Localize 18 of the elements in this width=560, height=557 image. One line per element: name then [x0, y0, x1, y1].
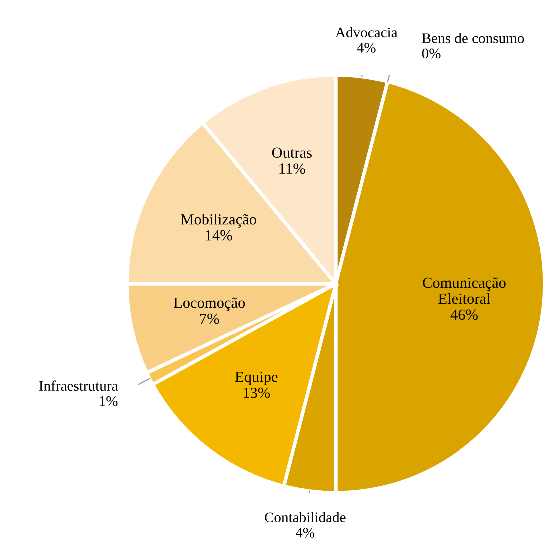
slice-label: Contabilidade	[265, 512, 346, 523]
category-label: Bens de consumo	[422, 33, 524, 44]
text: 0%	[422, 48, 441, 59]
data-label: 7%	[200, 314, 220, 324]
data-label: 11%	[280, 164, 306, 174]
slice-label: Infraestrutura	[39, 380, 118, 392]
slice-label: Locomoção	[174, 298, 246, 312]
data-label: 13%	[244, 388, 270, 398]
data-label: 1%	[100, 396, 118, 406]
data-label: 4%	[357, 43, 376, 53]
data-label: 14%	[206, 230, 232, 241]
data-label: 4%	[296, 528, 315, 538]
slice-label: Outras	[272, 148, 312, 158]
slice-label: Advocacia	[336, 27, 398, 38]
slice-label: Comunicação Eleitoral	[423, 278, 506, 304]
slice-label: Mobilização	[181, 214, 256, 228]
slice-label: Equipe	[235, 372, 278, 386]
data-label: 46%	[450, 310, 478, 320]
